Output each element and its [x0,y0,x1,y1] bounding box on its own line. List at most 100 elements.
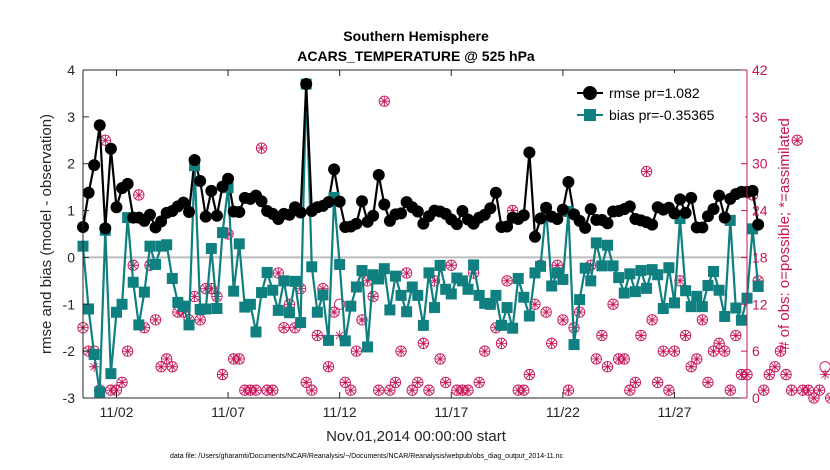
obs-assimilated-marker [702,377,713,388]
obs-assimilated-marker [507,205,518,216]
obs-assimilated-marker [368,291,379,302]
rmse-point [82,186,95,199]
obs-possible-marker [774,345,787,357]
bias-point [356,265,368,277]
rmse-point [501,220,514,233]
y-tick-label-right: 18 [752,249,768,265]
bias-point [652,269,664,281]
obs-assimilated-marker [775,346,786,357]
bias-point [339,335,351,347]
rmse-point [718,211,731,224]
obs-assimilated-marker [803,385,814,396]
y-tick-label-right: 36 [752,109,768,125]
obs-assimilated-marker [100,135,111,146]
x-tick-label: 11/07 [211,404,245,420]
obs-possible-marker [495,337,508,349]
bias-point [311,306,323,318]
bias-point [105,368,117,380]
obs-assimilated-marker [284,299,295,310]
obs-assimilated-marker [323,361,334,372]
obs-assimilated-marker [792,135,803,146]
obs-possible-marker [334,298,346,310]
obs-assimilated-marker [669,346,680,357]
obs-possible-marker [501,275,513,287]
bias-point [607,260,619,272]
obs-assimilated-marker [150,314,161,325]
rmse-point [646,218,659,231]
bias-point [724,214,736,226]
obs-assimilated-marker [440,377,451,388]
obs-possible-marker [562,384,575,396]
rmse-point [674,193,687,206]
obs-assimilated-marker [290,322,301,333]
y-tick-label-left: -3 [63,390,76,406]
obs-assimilated-marker [111,385,122,396]
obs-assimilated-marker [278,322,289,333]
obs-assimilated-marker [797,385,808,396]
obs-possible-marker [546,337,558,349]
bias-point [719,310,731,322]
bias-point [535,260,547,272]
obs-possible-marker [473,376,485,389]
obs-possible-marker [679,329,692,342]
obs-possible-marker [311,329,324,342]
rmse-point [523,146,536,159]
obs-possible-marker [479,345,491,357]
bias-point [323,334,335,346]
obs-assimilated-marker [808,393,819,403]
legend-rmse-label: rmse pr=1.082 [609,85,700,101]
rmse-point [183,205,196,218]
bias-point [83,303,95,315]
bias-point [406,281,418,293]
rmse-point [540,201,553,214]
rmse-point [556,203,569,216]
obs-possible-marker [730,329,742,342]
rmse-point [752,218,765,231]
obs-possible-marker [702,376,714,389]
rmse-point [333,195,346,208]
bias-point [440,283,452,295]
bias-point [596,260,608,272]
rmse-point [322,196,335,209]
rmse-point [88,159,101,172]
bias-point [579,262,591,274]
obs-assimilated-marker [189,291,200,302]
bias-point [412,289,424,301]
bias-point [328,191,340,203]
bias-point [574,294,586,306]
rmse-point [188,153,201,166]
obs-possible-marker [624,384,636,396]
bias-point [389,270,401,282]
bias-point [479,297,491,309]
obs-possible-marker [412,376,424,389]
bias-point [490,289,502,301]
bias-point [116,298,128,310]
obs-possible-marker [663,384,675,396]
obs-possible-marker [635,329,647,342]
bias-point [456,275,468,287]
bias-point [646,264,658,276]
obs-assimilated-marker [496,338,507,349]
y-tick-label-right: 30 [752,156,768,172]
y-tick-label-left: -2 [63,343,76,359]
obs-assimilated-marker [418,338,429,349]
obs-possible-marker [350,345,363,357]
rmse-point [601,217,614,230]
obs-assimilated-marker [273,268,284,279]
bias-point [200,303,212,315]
bias-point [657,303,669,315]
obs-assimilated-marker [585,260,596,271]
obs-assimilated-marker [641,166,652,177]
chart-subtitle: ACARS_TEMPERATURE @ 525 hPa [297,48,535,64]
x-tick-label: 11/22 [546,404,580,420]
bias-point [602,239,614,251]
obs-possible-marker [601,361,614,373]
obs-assimilated-marker [619,353,630,364]
rmse-point [584,203,597,216]
bias-point [680,285,692,297]
obs-assimilated-marker [451,385,462,396]
obs-possible-marker [149,314,162,326]
obs-assimilated-marker [786,385,797,396]
obs-assimilated-marker [736,369,747,380]
obs-assimilated-marker [105,385,116,396]
